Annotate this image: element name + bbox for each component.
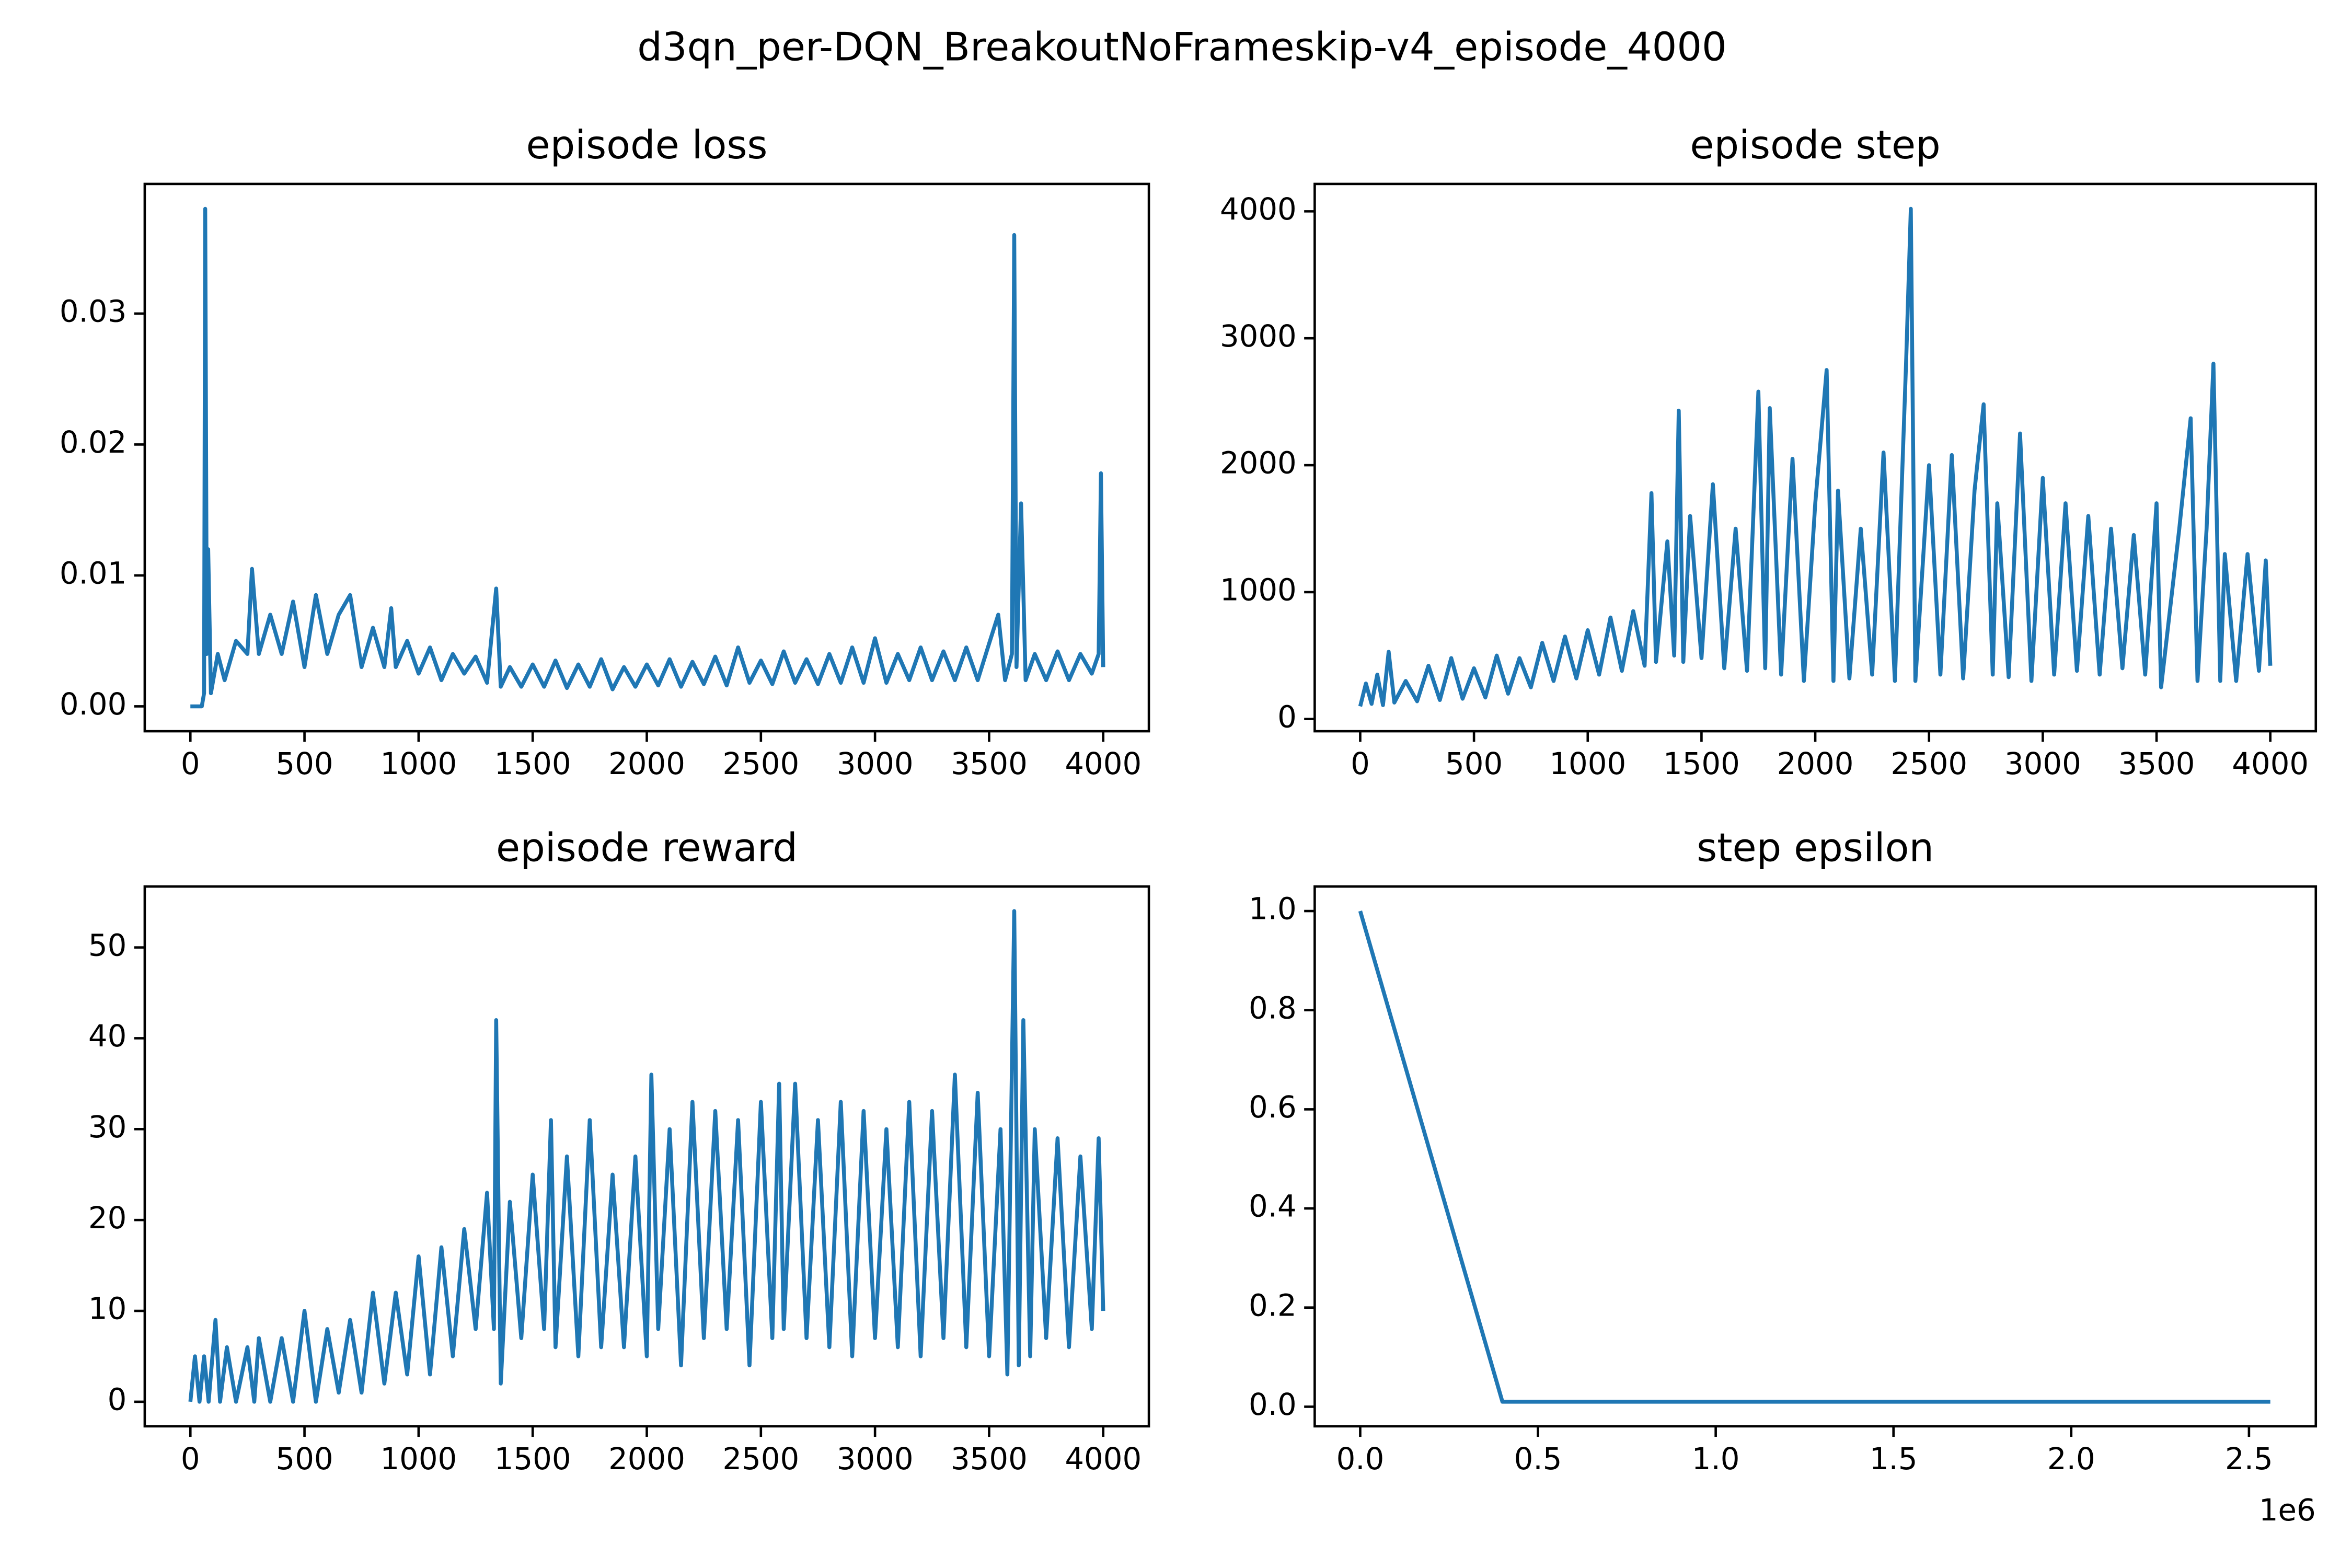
data-line xyxy=(190,206,1105,709)
x-tick-label: 2000 xyxy=(608,1441,685,1477)
x-tick-label: 2500 xyxy=(722,746,799,781)
x-tick-label: 4000 xyxy=(1065,1441,1142,1477)
x-tick-label: 2500 xyxy=(722,1441,799,1477)
x-offset-label: 1e6 xyxy=(2259,1492,2316,1528)
x-tick-label: 500 xyxy=(1445,746,1503,781)
x-tick-label: 2.5 xyxy=(2225,1441,2273,1477)
subplot-title: episode loss xyxy=(526,122,767,168)
y-tick-label: 0 xyxy=(108,1382,127,1417)
y-tick-label: 2000 xyxy=(1220,445,1297,481)
axes-frame xyxy=(1313,182,2318,733)
x-tick-label: 1500 xyxy=(494,1441,571,1477)
y-tick-label: 0.8 xyxy=(1249,990,1297,1025)
x-tick-label: 4000 xyxy=(1065,746,1142,781)
subplot-title: episode step xyxy=(1690,122,1940,168)
y-tick-label: 0.00 xyxy=(60,686,126,722)
x-tick-label: 0.5 xyxy=(1514,1441,1562,1477)
x-tick-label: 1500 xyxy=(494,746,571,781)
x-tick-label: 3000 xyxy=(837,1441,914,1477)
x-tick-label: 500 xyxy=(276,1441,333,1477)
subplot-title: step epsilon xyxy=(1697,824,1934,870)
x-tick-label: 1000 xyxy=(380,746,457,781)
y-tick-label: 10 xyxy=(88,1291,126,1327)
x-tick-label: 4000 xyxy=(2232,746,2309,781)
x-tick-label: 2000 xyxy=(1777,746,1854,781)
x-tick-label: 3500 xyxy=(2118,746,2195,781)
y-tick-label: 4000 xyxy=(1220,191,1297,227)
y-tick-label: 1000 xyxy=(1220,572,1297,608)
x-tick-label: 0 xyxy=(181,746,200,781)
y-tick-label: 50 xyxy=(88,927,126,963)
x-tick-label: 1000 xyxy=(1549,746,1626,781)
x-tick-label: 1.0 xyxy=(1692,1441,1740,1477)
y-tick-label: 0.01 xyxy=(60,556,126,591)
y-tick-label: 20 xyxy=(88,1200,126,1236)
x-tick-label: 2000 xyxy=(608,746,685,781)
subplot-title: episode reward xyxy=(496,824,798,870)
data-line xyxy=(188,909,1105,1404)
x-tick-label: 3000 xyxy=(837,746,914,781)
x-tick-label: 0.0 xyxy=(1336,1441,1385,1477)
x-tick-label: 500 xyxy=(276,746,333,781)
y-tick-label: 0.02 xyxy=(60,424,126,460)
axes-frame xyxy=(1313,885,2318,1428)
y-tick-label: 0.6 xyxy=(1249,1089,1297,1125)
y-tick-label: 3000 xyxy=(1220,318,1297,354)
y-tick-label: 1.0 xyxy=(1249,891,1297,927)
x-tick-label: 2.0 xyxy=(2047,1441,2095,1477)
x-tick-label: 1.5 xyxy=(1870,1441,1918,1477)
x-tick-label: 1500 xyxy=(1663,746,1740,781)
y-tick-label: 30 xyxy=(88,1109,126,1145)
x-tick-label: 3500 xyxy=(951,1441,1028,1477)
x-tick-label: 1000 xyxy=(380,1441,457,1477)
figure-title: d3qn_per-DQN_BreakoutNoFrameskip-v4_epis… xyxy=(637,24,1726,70)
x-tick-label: 0 xyxy=(181,1441,200,1477)
y-tick-label: 0.4 xyxy=(1249,1189,1297,1224)
x-tick-label: 3500 xyxy=(951,746,1028,781)
data-line xyxy=(1358,206,2273,707)
y-tick-label: 0.03 xyxy=(60,294,126,329)
y-tick-label: 0.0 xyxy=(1249,1387,1297,1422)
x-tick-label: 2500 xyxy=(1890,746,1967,781)
data-line xyxy=(1358,910,2270,1404)
y-tick-label: 0.2 xyxy=(1249,1287,1297,1323)
axes-frame xyxy=(143,885,1150,1428)
y-tick-label: 40 xyxy=(88,1018,126,1054)
y-tick-label: 0 xyxy=(1277,699,1297,734)
x-tick-label: 0 xyxy=(1351,746,1370,781)
axes-frame xyxy=(143,182,1150,733)
x-tick-label: 3000 xyxy=(2004,746,2081,781)
